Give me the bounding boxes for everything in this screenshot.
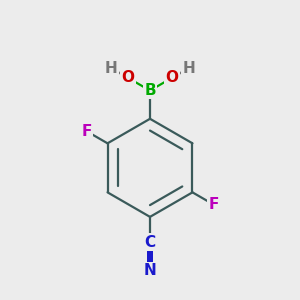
Text: H: H <box>182 61 195 76</box>
Text: C: C <box>144 235 156 250</box>
Text: O: O <box>122 70 135 86</box>
Text: F: F <box>208 197 219 212</box>
Text: O: O <box>165 70 178 86</box>
Text: H: H <box>105 61 118 76</box>
Text: F: F <box>81 124 92 139</box>
Text: B: B <box>144 83 156 98</box>
Text: N: N <box>144 263 156 278</box>
